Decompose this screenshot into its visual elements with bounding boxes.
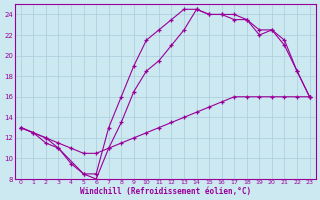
- X-axis label: Windchill (Refroidissement éolien,°C): Windchill (Refroidissement éolien,°C): [80, 187, 251, 196]
